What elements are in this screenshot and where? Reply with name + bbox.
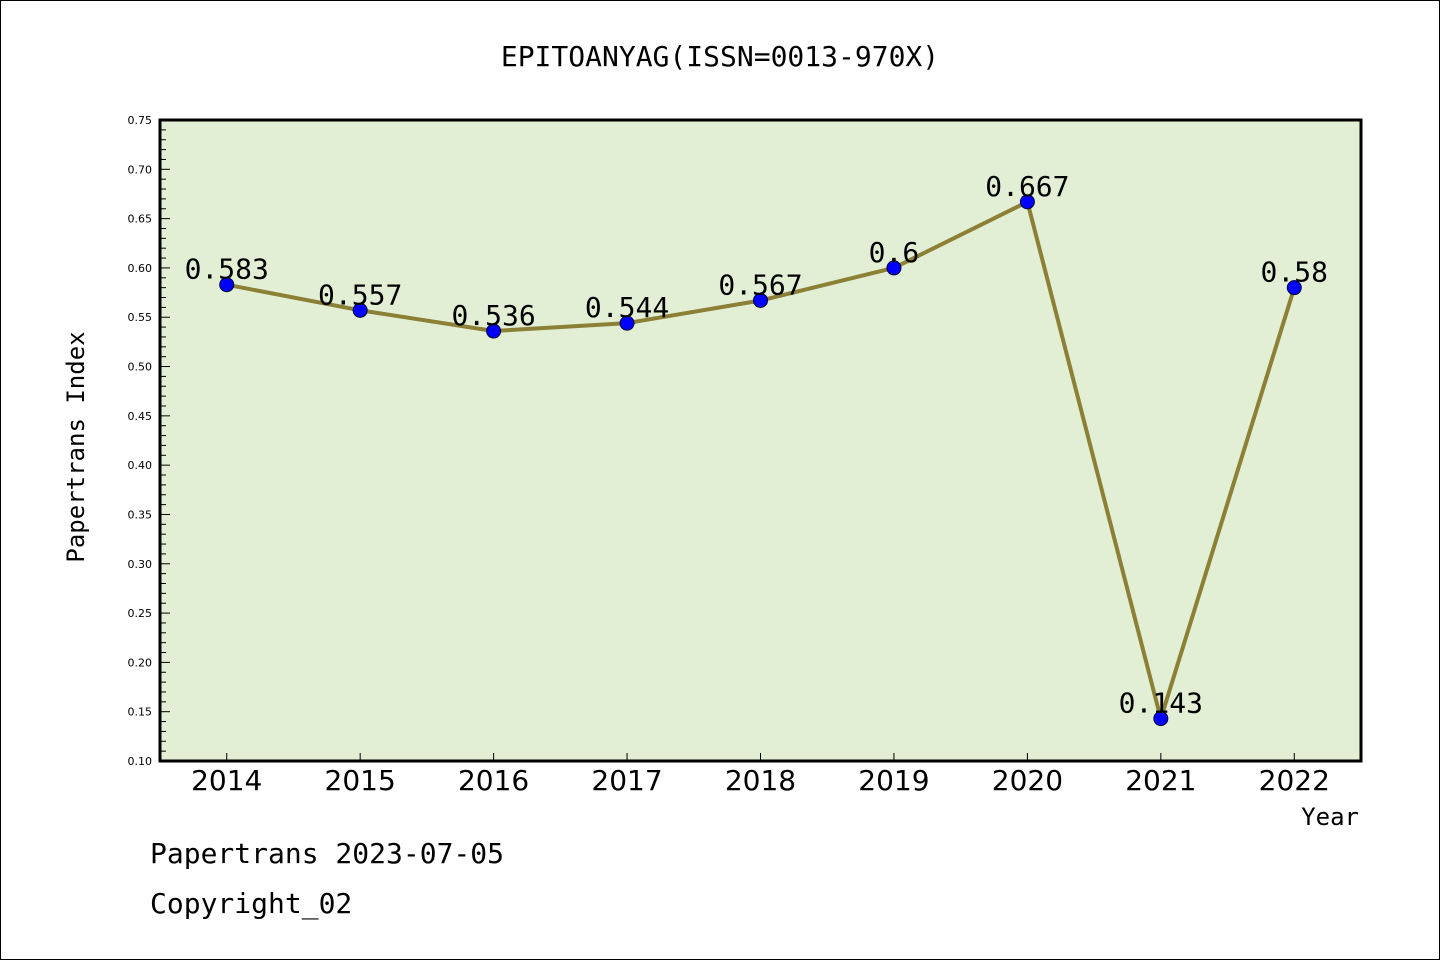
data-point-2015 [352, 302, 368, 318]
x-tick-label: 2015 [325, 764, 396, 797]
data-point-2018 [753, 292, 768, 308]
data-label-2022: 0.58 [1261, 256, 1328, 289]
y-tick-label: 0.15 [128, 706, 153, 719]
x-tick-label: 2021 [1125, 764, 1196, 797]
y-tick-label: 0.70 [128, 163, 153, 176]
y-tick-label: 0.30 [128, 558, 153, 571]
data-point-2016 [486, 323, 502, 339]
y-tick-label: 0.45 [128, 410, 153, 423]
data-label-2018: 0.567 [718, 268, 802, 301]
x-tick-label: 2020 [992, 764, 1063, 797]
y-tick-label: 0.10 [128, 755, 153, 768]
y-tick-label: 0.65 [128, 213, 153, 226]
y-axis-ticks: 0.10 0.15 0.20 0.25 0.30 0.35 0.40 0.45 0.50 0.55… [128, 114, 170, 768]
x-tick-label: 2019 [858, 764, 929, 797]
x-tick-label: 2016 [458, 764, 529, 797]
x-axis-label: Year [1301, 803, 1359, 831]
y-tick-label: 0.25 [128, 607, 153, 620]
data-point-2020 [1019, 194, 1035, 210]
data-label-2014: 0.583 [185, 253, 269, 286]
y-tick-label: 0.40 [128, 459, 153, 472]
x-tick-label: 2018 [725, 764, 796, 797]
y-tick-label: 0.75 [128, 114, 153, 127]
data-point-2017 [619, 315, 635, 331]
footer-copyright: Copyright_02 [150, 887, 352, 921]
footer-date: Papertrans 2023-07-05 [150, 837, 504, 870]
data-label-2021: 0.143 [1119, 687, 1203, 720]
y-tick-label: 0.35 [128, 508, 153, 521]
data-point-2022 [1286, 280, 1302, 296]
y-tick-label: 0.50 [128, 361, 153, 374]
data-labels: 0.583 0.557 0.536 0.544 0.567 0.6 0.667 0.143 0.… [185, 170, 1328, 720]
data-label-2016: 0.536 [451, 299, 535, 332]
data-label-2019: 0.6 [869, 236, 920, 269]
plot-border [158, 118, 1363, 763]
data-label-2020: 0.667 [985, 170, 1069, 203]
chart-title: EPITOANYAG(ISSN=0013-970X) [501, 40, 939, 73]
x-tick-label: 2014 [191, 764, 262, 797]
y-axis-label: Papertrans Index [62, 331, 90, 562]
data-point-2021 [1153, 711, 1169, 727]
x-axis-ticks: 2014 2015 2016 2017 2018 2019 2020 2021 2022 [191, 753, 1330, 797]
x-tick-label: 2017 [591, 764, 662, 797]
x-tick-label: 2022 [1259, 764, 1330, 797]
y-tick-label: 0.55 [128, 311, 153, 324]
series-papertrans-index [219, 194, 1302, 727]
data-point-2019 [886, 260, 902, 276]
data-label-2017: 0.544 [585, 291, 669, 324]
data-point-2014 [219, 277, 235, 293]
y-tick-label: 0.60 [128, 262, 153, 275]
y-tick-label: 0.20 [128, 656, 153, 669]
plot-area [160, 120, 1361, 761]
data-label-2015: 0.557 [318, 278, 402, 311]
